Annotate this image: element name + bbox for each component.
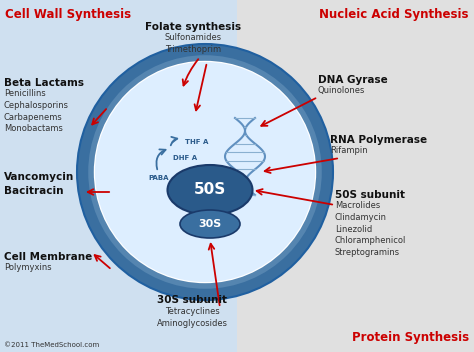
Text: DNA Gyrase: DNA Gyrase bbox=[318, 75, 388, 85]
Text: Protein Synthesis: Protein Synthesis bbox=[352, 331, 469, 344]
Text: Beta Lactams: Beta Lactams bbox=[4, 78, 84, 88]
Bar bbox=[237, 0, 474, 352]
Text: Sulfonamides
Trimethoprim: Sulfonamides Trimethoprim bbox=[164, 33, 221, 54]
Text: Tetracyclines
Aminoglycosides: Tetracyclines Aminoglycosides bbox=[156, 307, 228, 328]
Text: DHF A: DHF A bbox=[173, 155, 197, 161]
Text: ©2011 TheMedSchool.com: ©2011 TheMedSchool.com bbox=[4, 342, 99, 348]
Text: Macrolides
Clindamycin
Linezolid
Chloramphenicol
Streptogramins: Macrolides Clindamycin Linezolid Chloram… bbox=[335, 201, 406, 257]
Circle shape bbox=[91, 58, 319, 286]
Ellipse shape bbox=[180, 210, 240, 238]
Text: 30S subunit: 30S subunit bbox=[157, 295, 227, 305]
Text: 50S: 50S bbox=[194, 182, 226, 197]
Text: Penicillins
Cephalosporins
Carbapenems
Monobactams: Penicillins Cephalosporins Carbapenems M… bbox=[4, 89, 69, 133]
Text: Vancomycin
Bacitracin: Vancomycin Bacitracin bbox=[4, 172, 74, 196]
Ellipse shape bbox=[167, 165, 253, 215]
Text: Polymyxins: Polymyxins bbox=[4, 263, 52, 272]
Text: PABA: PABA bbox=[148, 175, 168, 181]
Text: Cell Wall Synthesis: Cell Wall Synthesis bbox=[5, 8, 131, 21]
Text: RNA Polymerase: RNA Polymerase bbox=[330, 135, 427, 145]
Text: Nucleic Acid Synthesis: Nucleic Acid Synthesis bbox=[319, 8, 469, 21]
Text: Cell Membrane: Cell Membrane bbox=[4, 252, 92, 262]
Text: 50S subunit: 50S subunit bbox=[335, 190, 405, 200]
Circle shape bbox=[77, 44, 333, 300]
Text: 30S: 30S bbox=[199, 219, 222, 229]
Text: Quinolones: Quinolones bbox=[318, 86, 365, 95]
Text: Rifampin: Rifampin bbox=[330, 146, 368, 155]
Text: THF A: THF A bbox=[185, 139, 209, 145]
Text: Folate synthesis: Folate synthesis bbox=[145, 22, 241, 32]
Circle shape bbox=[95, 62, 315, 282]
Bar bbox=[0, 0, 237, 352]
